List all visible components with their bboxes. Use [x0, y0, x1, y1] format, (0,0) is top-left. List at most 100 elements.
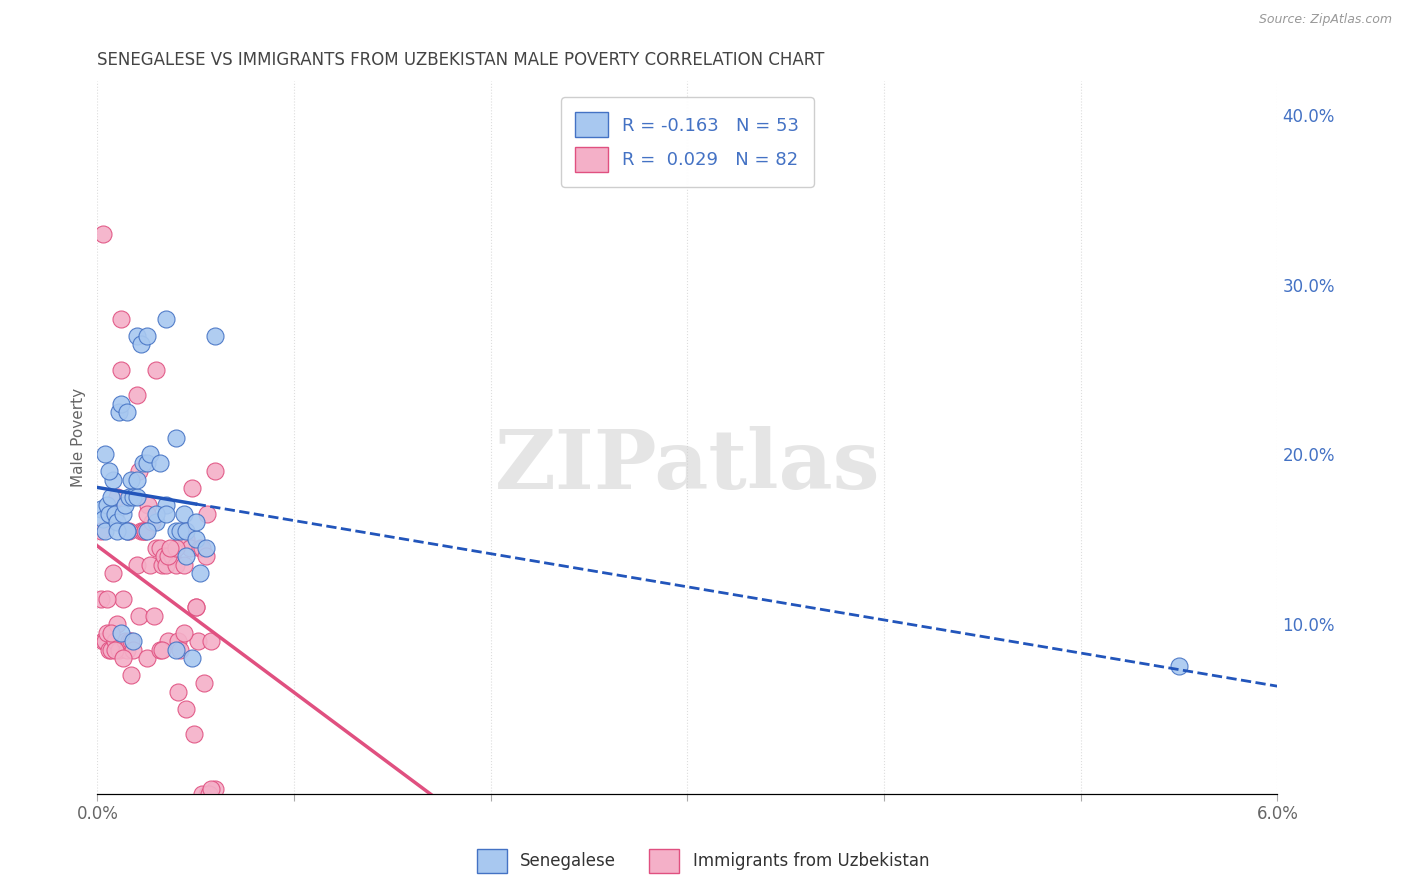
- Point: [165, 642, 187, 657]
- Point: [105, 490, 128, 504]
- Legend: R = -0.163   N = 53, R =  0.029   N = 82: R = -0.163 N = 53, R = 0.029 N = 82: [561, 97, 814, 186]
- Point: [149, 456, 172, 470]
- Point: [118, 634, 141, 648]
- Point: [125, 490, 148, 504]
- Point: [187, 634, 209, 648]
- Point: [101, 566, 124, 581]
- Point: [200, 634, 222, 648]
- Point: [100, 642, 122, 657]
- Point: [135, 524, 157, 538]
- Point: [197, 787, 219, 801]
- Point: [139, 558, 162, 572]
- Point: [198, 787, 221, 801]
- Point: [115, 642, 138, 657]
- Point: [188, 541, 211, 555]
- Point: [125, 558, 148, 572]
- Point: [91, 512, 114, 526]
- Point: [110, 396, 132, 410]
- Point: [110, 625, 132, 640]
- Point: [145, 362, 167, 376]
- Point: [104, 507, 127, 521]
- Point: [190, 787, 212, 801]
- Point: [155, 507, 177, 521]
- Point: [118, 490, 141, 504]
- Point: [160, 549, 183, 564]
- Point: [125, 473, 148, 487]
- Point: [188, 566, 211, 581]
- Point: [174, 549, 197, 564]
- Point: [184, 516, 207, 530]
- Point: [135, 507, 157, 521]
- Point: [98, 507, 121, 521]
- Point: [125, 328, 148, 343]
- Point: [100, 490, 122, 504]
- Point: [159, 541, 181, 555]
- Point: [167, 685, 190, 699]
- Point: [118, 524, 141, 538]
- Point: [94, 634, 117, 648]
- Point: [170, 524, 193, 538]
- Point: [94, 447, 117, 461]
- Point: [204, 781, 226, 796]
- Point: [193, 676, 215, 690]
- Point: [139, 447, 162, 461]
- Point: [135, 651, 157, 665]
- Point: [157, 634, 180, 648]
- Point: [183, 727, 205, 741]
- Point: [145, 507, 167, 521]
- Point: [184, 600, 207, 615]
- Point: [165, 430, 187, 444]
- Point: [135, 456, 157, 470]
- Point: [155, 499, 177, 513]
- Point: [174, 702, 197, 716]
- Point: [129, 524, 152, 538]
- Point: [167, 634, 190, 648]
- Point: [153, 549, 176, 564]
- Point: [96, 499, 118, 513]
- Point: [169, 524, 191, 538]
- Point: [173, 558, 195, 572]
- Point: [111, 591, 134, 606]
- Point: [150, 642, 173, 657]
- Point: [169, 642, 191, 657]
- Legend: Senegalese, Immigrants from Uzbekistan: Senegalese, Immigrants from Uzbekistan: [470, 842, 936, 880]
- Point: [121, 642, 143, 657]
- Point: [165, 524, 187, 538]
- Point: [174, 524, 197, 538]
- Point: [114, 499, 136, 513]
- Point: [184, 533, 207, 547]
- Point: [194, 541, 217, 555]
- Point: [180, 482, 202, 496]
- Text: Source: ZipAtlas.com: Source: ZipAtlas.com: [1258, 13, 1392, 27]
- Point: [96, 591, 118, 606]
- Point: [100, 625, 122, 640]
- Point: [111, 507, 134, 521]
- Point: [131, 456, 153, 470]
- Point: [115, 405, 138, 419]
- Point: [101, 473, 124, 487]
- Point: [184, 600, 207, 615]
- Point: [135, 328, 157, 343]
- Point: [155, 311, 177, 326]
- Point: [194, 549, 217, 564]
- Point: [90, 501, 112, 516]
- Point: [98, 465, 121, 479]
- Point: [120, 634, 142, 648]
- Point: [200, 781, 222, 796]
- Point: [131, 524, 153, 538]
- Y-axis label: Male Poverty: Male Poverty: [72, 388, 86, 487]
- Point: [204, 465, 226, 479]
- Text: SENEGALESE VS IMMIGRANTS FROM UZBEKISTAN MALE POVERTY CORRELATION CHART: SENEGALESE VS IMMIGRANTS FROM UZBEKISTAN…: [97, 51, 825, 69]
- Point: [90, 591, 112, 606]
- Point: [105, 524, 128, 538]
- Point: [120, 473, 142, 487]
- Point: [150, 558, 173, 572]
- Point: [174, 533, 197, 547]
- Point: [149, 541, 172, 555]
- Point: [91, 634, 114, 648]
- Point: [129, 337, 152, 351]
- Point: [114, 634, 136, 648]
- Point: [128, 465, 150, 479]
- Point: [157, 549, 180, 564]
- Point: [94, 524, 117, 538]
